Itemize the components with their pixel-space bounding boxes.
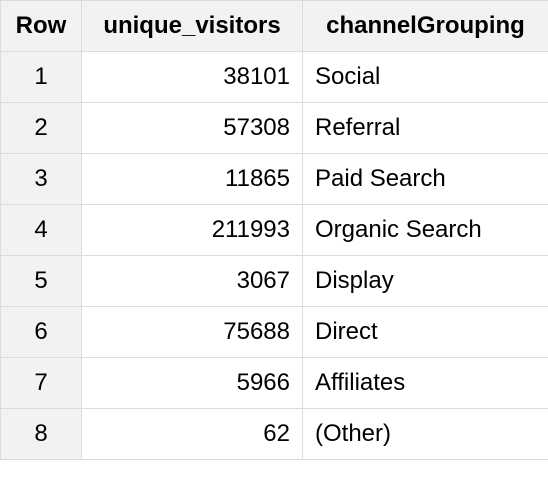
table-row: 6 75688 Direct [0, 306, 548, 358]
table-row: 8 62 (Other) [0, 408, 548, 460]
unique-visitors-cell[interactable]: 62 [81, 408, 303, 460]
table-body: 1 38101 Social 2 57308 Referral 3 11865 … [0, 51, 548, 460]
unique-visitors-cell[interactable]: 5966 [81, 357, 303, 409]
column-header-channel-grouping[interactable]: channelGrouping [302, 0, 548, 52]
unique-visitors-cell[interactable]: 75688 [81, 306, 303, 358]
table-row: 1 38101 Social [0, 51, 548, 103]
channel-grouping-cell[interactable]: Social [302, 51, 548, 103]
table-row: 4 211993 Organic Search [0, 204, 548, 256]
row-number-cell: 5 [0, 255, 82, 307]
channel-grouping-cell[interactable]: Direct [302, 306, 548, 358]
table-header: Row unique_visitors channelGrouping [0, 0, 548, 52]
row-number-cell: 1 [0, 51, 82, 103]
unique-visitors-cell[interactable]: 211993 [81, 204, 303, 256]
table-row: 2 57308 Referral [0, 102, 548, 154]
unique-visitors-cell[interactable]: 57308 [81, 102, 303, 154]
row-number-cell: 2 [0, 102, 82, 154]
channel-grouping-cell[interactable]: Organic Search [302, 204, 548, 256]
query-results-table: Row unique_visitors channelGrouping 1 38… [0, 0, 548, 460]
column-header-row[interactable]: Row [0, 0, 82, 52]
table-row: 5 3067 Display [0, 255, 548, 307]
row-number-cell: 4 [0, 204, 82, 256]
row-number-cell: 6 [0, 306, 82, 358]
channel-grouping-cell[interactable]: (Other) [302, 408, 548, 460]
channel-grouping-cell[interactable]: Display [302, 255, 548, 307]
unique-visitors-cell[interactable]: 38101 [81, 51, 303, 103]
unique-visitors-cell[interactable]: 3067 [81, 255, 303, 307]
column-header-unique-visitors[interactable]: unique_visitors [81, 0, 303, 52]
unique-visitors-cell[interactable]: 11865 [81, 153, 303, 205]
row-number-cell: 8 [0, 408, 82, 460]
channel-grouping-cell[interactable]: Referral [302, 102, 548, 154]
header-row: Row unique_visitors channelGrouping [0, 0, 548, 52]
row-number-cell: 7 [0, 357, 82, 409]
table-row: 7 5966 Affiliates [0, 357, 548, 409]
row-number-cell: 3 [0, 153, 82, 205]
channel-grouping-cell[interactable]: Affiliates [302, 357, 548, 409]
table-row: 3 11865 Paid Search [0, 153, 548, 205]
channel-grouping-cell[interactable]: Paid Search [302, 153, 548, 205]
